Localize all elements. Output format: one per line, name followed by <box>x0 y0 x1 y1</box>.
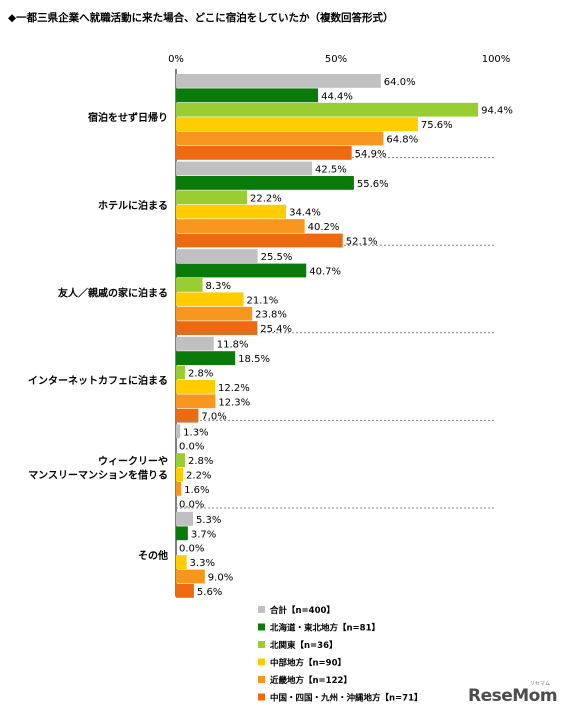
bar <box>176 526 188 541</box>
data-label: 3.7% <box>191 529 216 540</box>
data-label: 75.6% <box>421 120 453 131</box>
bar <box>176 176 354 190</box>
data-label: 1.6% <box>184 485 209 496</box>
data-label: 21.1% <box>247 295 279 306</box>
legend-swatch <box>258 693 265 701</box>
bar <box>176 394 216 409</box>
data-label: 5.6% <box>197 587 222 598</box>
category-label: インターネットカフェに泊まる <box>28 374 168 387</box>
bar <box>176 278 203 292</box>
legend-label: 中国・四国・九州・沖縄地方【n=71】 <box>270 693 423 704</box>
bar <box>176 233 343 248</box>
bar <box>176 306 253 321</box>
data-label: 12.2% <box>218 383 250 394</box>
bar <box>176 380 216 394</box>
data-label: 0.0% <box>179 499 204 510</box>
data-label: 5.3% <box>196 515 221 526</box>
data-label: 12.3% <box>218 397 250 408</box>
data-label: 34.4% <box>289 208 321 219</box>
category-label: ホテルに泊まる <box>98 199 168 212</box>
data-label: 18.5% <box>238 354 270 365</box>
bar <box>176 146 352 160</box>
data-label: 3.3% <box>190 558 215 569</box>
bar <box>176 336 214 351</box>
bar <box>176 512 193 526</box>
bar <box>176 365 185 380</box>
data-label: 23.8% <box>255 310 287 321</box>
data-label: 25.4% <box>260 324 292 335</box>
bar <box>176 482 182 496</box>
bar <box>176 453 185 467</box>
legend-label: 近畿地方【n=122】 <box>270 675 352 686</box>
data-label: 44.4% <box>321 91 353 102</box>
x-tick-label: 50% <box>325 54 347 65</box>
data-label: 7.0% <box>201 412 226 423</box>
legend-swatch <box>258 676 265 683</box>
x-tick-label: 0% <box>168 54 184 65</box>
bar <box>176 74 381 88</box>
bar <box>176 292 244 307</box>
legend-swatch <box>258 641 265 648</box>
bar <box>176 555 187 569</box>
bar <box>176 584 194 598</box>
bar <box>176 408 199 423</box>
data-label: 64.0% <box>384 77 416 88</box>
data-label: 0.0% <box>179 544 204 555</box>
legend-label: 北海道・東北地方【n=81】 <box>270 623 380 634</box>
data-label: 1.3% <box>183 427 208 438</box>
data-label: 8.3% <box>206 281 231 292</box>
bar <box>176 88 319 103</box>
bar <box>176 424 181 439</box>
data-label: 40.7% <box>309 267 341 278</box>
data-label: 52.1% <box>346 237 378 248</box>
category-label: マンスリーマンションを借りる <box>28 469 168 482</box>
data-label: 2.8% <box>188 456 213 467</box>
data-label: 22.2% <box>250 193 282 204</box>
data-label: 11.8% <box>217 340 249 351</box>
bar <box>176 102 479 117</box>
bar <box>176 467 184 482</box>
bar <box>176 321 258 335</box>
data-label: 0.0% <box>179 442 204 453</box>
category-label: 宿泊をせず日帰り <box>88 111 168 124</box>
bar <box>176 190 248 205</box>
legend-swatch <box>258 606 265 613</box>
bar <box>176 204 287 219</box>
bar <box>176 249 258 263</box>
x-tick-label: 100% <box>482 54 511 65</box>
bar <box>176 131 384 146</box>
legend-label: 合計【n=400】 <box>269 605 335 616</box>
category-label: ウィークリーや <box>98 456 168 468</box>
data-label: 54.9% <box>355 149 387 160</box>
chart-title: ◆一都三県企業へ就職活動に来た場合、どこに宿泊をしていたか（複数回答形式） <box>8 12 394 24</box>
bar <box>176 351 236 365</box>
legend-swatch <box>258 658 265 666</box>
bar <box>176 569 205 584</box>
data-label: 55.6% <box>357 179 389 190</box>
bar <box>176 263 307 278</box>
resemom-logo-sub: リセマム <box>530 681 551 687</box>
category-label: その他 <box>138 549 168 562</box>
legend-swatch <box>258 623 265 631</box>
data-label: 42.5% <box>315 165 347 176</box>
bar <box>176 219 305 233</box>
data-label: 2.8% <box>188 369 213 380</box>
bar <box>176 117 418 131</box>
data-label: 25.5% <box>261 252 293 263</box>
data-label: 94.4% <box>481 106 513 117</box>
category-label: 友人／親戚の家に泊まる <box>58 286 168 299</box>
resemom-logo: ReseMom <box>468 686 558 706</box>
bar <box>176 161 312 176</box>
data-label: 64.8% <box>386 135 418 146</box>
data-label: 9.0% <box>208 573 233 584</box>
legend-label: 中部地方【n=90】 <box>270 658 346 669</box>
legend-label: 北関東【n=36】 <box>270 640 338 651</box>
data-label: 40.2% <box>308 222 340 233</box>
data-label: 2.2% <box>186 471 211 482</box>
